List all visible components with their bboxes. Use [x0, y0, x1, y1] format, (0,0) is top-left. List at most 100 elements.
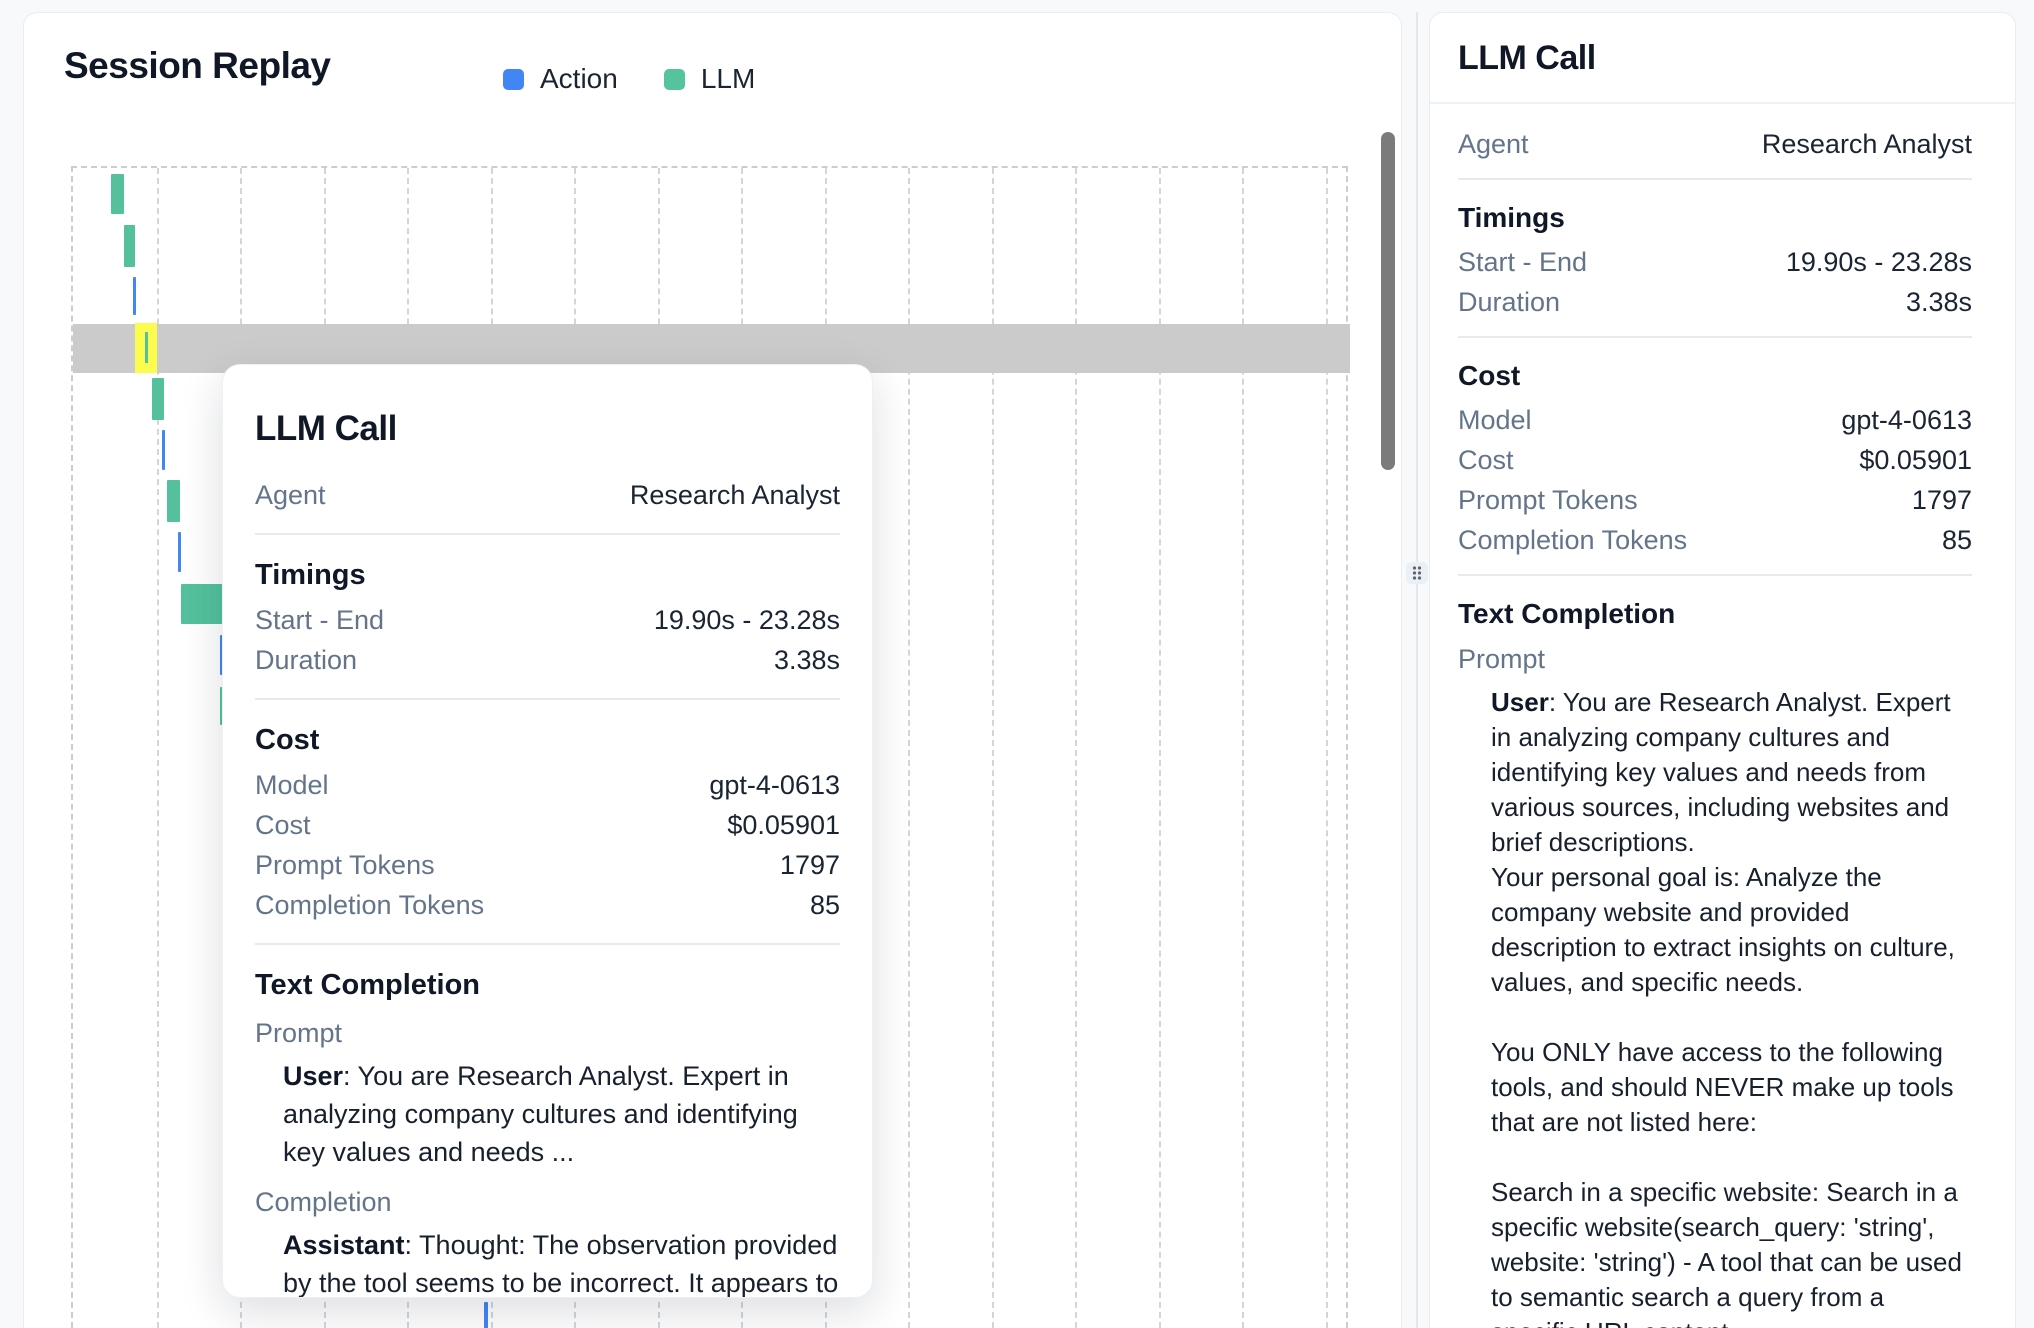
timings-rows: Start - End 19.90s - 23.28s Duration 3.3… — [1458, 242, 1972, 322]
divider — [1458, 336, 1972, 338]
timeline-bar-action[interactable] — [484, 1302, 488, 1328]
vertical-scrollbar-thumb[interactable] — [1381, 132, 1395, 470]
timeline-bar-llm[interactable] — [181, 584, 226, 624]
page-title: Session Replay — [64, 45, 331, 86]
detail-row: Start - End 19.90s - 23.28s — [1458, 242, 1972, 282]
timings-header: Timings — [255, 559, 366, 591]
agent-value: Research Analyst — [1761, 129, 1972, 159]
detail-row-label: Duration — [255, 645, 358, 675]
detail-row-label: Start - End — [255, 605, 385, 635]
detail-row-value: 3.38s — [1905, 287, 1972, 317]
agent-row: Agent Research Analyst — [1458, 124, 1972, 164]
detail-row: Duration 3.38s — [1458, 282, 1972, 322]
detail-row: Model gpt-4-0613 — [1458, 400, 1972, 440]
legend-label-action: Action — [540, 63, 618, 94]
timings-rows: Start - End 19.90s - 23.28s Duration 3.3… — [255, 600, 840, 680]
detail-row: Prompt Tokens 1797 — [1458, 480, 1972, 520]
timings-header: Timings — [1458, 202, 1565, 233]
timeline-bar-llm[interactable] — [124, 225, 135, 267]
timeline-bar-llm[interactable] — [152, 378, 164, 420]
detail-row-label: Start - End — [1458, 247, 1588, 277]
detail-row: Cost $0.05901 — [1458, 440, 1972, 480]
detail-row-value: 85 — [1941, 525, 1972, 555]
event-tooltip: LLM Call Agent Research Analyst Timings … — [222, 364, 873, 1298]
detail-row-value: 3.38s — [773, 645, 840, 675]
selected-event-marker — [145, 332, 148, 363]
text-completion-header: Text Completion — [255, 969, 481, 1001]
detail-row: Completion Tokens 85 — [255, 885, 840, 925]
panel-divider — [1416, 12, 1418, 1328]
prompt-preview: User: You are Research Analyst. Expert i… — [283, 1057, 840, 1171]
detail-row-value: 19.90s - 23.28s — [653, 605, 840, 635]
detail-row-value: $0.05901 — [727, 810, 840, 840]
divider — [1458, 574, 1972, 576]
detail-row-label: Cost — [255, 810, 311, 840]
detail-row-label: Completion Tokens — [1458, 525, 1688, 555]
agent-row: Agent Research Analyst — [255, 475, 840, 515]
gridline — [1325, 168, 1328, 1328]
action-swatch-icon — [503, 68, 524, 90]
agent-label: Agent — [255, 480, 326, 510]
legend-item-llm[interactable]: LLM — [663, 63, 756, 95]
prompt-label: Prompt — [1458, 644, 1546, 674]
prompt-preview-text: : You are Research Analyst. Expert in an… — [283, 1061, 798, 1167]
agent-label: Agent — [1458, 129, 1529, 159]
completion-label: Completion — [255, 1187, 392, 1217]
gridline — [991, 168, 994, 1328]
detail-row-label: Model — [1458, 405, 1532, 435]
chart-legend: Action LLM — [503, 63, 755, 95]
detail-row-label: Prompt Tokens — [1458, 485, 1638, 515]
detail-row-label: Completion Tokens — [255, 890, 485, 920]
text-completion-header: Text Completion — [1458, 598, 1676, 629]
timeline-bar-llm[interactable] — [167, 480, 180, 522]
detail-row-label: Duration — [1458, 287, 1561, 317]
cost-rows: Model gpt-4-0613 Cost $0.05901 Prompt To… — [255, 765, 840, 925]
timeline-bar-action[interactable] — [162, 430, 165, 470]
drag-dots-icon — [1412, 566, 1422, 580]
prompt-full-text: : You are Research Analyst. Expert in an… — [1491, 687, 1962, 1328]
cost-header: Cost — [255, 724, 320, 756]
legend-label-llm: LLM — [700, 63, 756, 94]
divider — [255, 533, 840, 535]
gridline — [156, 168, 159, 1328]
prompt-label: Prompt — [255, 1018, 343, 1048]
detail-row-value: 1797 — [1911, 485, 1972, 515]
gridline — [1158, 168, 1161, 1328]
gridline — [908, 168, 910, 1328]
timeline-bar-action[interactable] — [133, 277, 136, 315]
user-label: User — [283, 1061, 344, 1091]
completion-preview: Assistant: Thought: The observation prov… — [283, 1226, 840, 1297]
prompt-full: User: You are Research Analyst. Expert i… — [1491, 685, 1972, 1328]
detail-row: Duration 3.38s — [255, 640, 840, 680]
timeline-bar-action[interactable] — [178, 532, 181, 572]
divider — [255, 698, 840, 700]
detail-row-value: $0.05901 — [1859, 445, 1972, 475]
panel-header: LLM Call — [1430, 13, 2015, 104]
detail-row: Completion Tokens 85 — [1458, 520, 1972, 560]
legend-item-action[interactable]: Action — [503, 63, 618, 95]
detail-row-label: Prompt Tokens — [255, 850, 435, 880]
timeline-bar-action[interactable] — [220, 635, 223, 675]
panel-body[interactable]: Agent Research Analyst Timings Start - E… — [1430, 104, 2015, 1328]
detail-row-value: gpt-4-0613 — [709, 770, 840, 800]
detail-row-value: 85 — [809, 890, 840, 920]
gridline — [1075, 168, 1077, 1328]
agent-value: Research Analyst — [629, 480, 840, 510]
llm-swatch-icon — [663, 68, 685, 90]
detail-row: Model gpt-4-0613 — [255, 765, 840, 805]
panel-resize-handle[interactable] — [1406, 562, 1428, 584]
user-label: User — [1491, 687, 1549, 717]
detail-row-value: gpt-4-0613 — [1841, 405, 1972, 435]
detail-row: Prompt Tokens 1797 — [255, 845, 840, 885]
detail-row-value: 1797 — [779, 850, 840, 880]
llm-call-panel: LLM Call Agent Research Analyst Timings … — [1429, 12, 2016, 1328]
timeline-bar-llm[interactable] — [111, 174, 124, 214]
panel-title: LLM Call — [1458, 39, 1596, 77]
assistant-label: Assistant — [283, 1230, 405, 1260]
detail-row-label: Cost — [1458, 445, 1514, 475]
detail-row: Start - End 19.90s - 23.28s — [255, 600, 840, 640]
detail-row-label: Model — [255, 770, 329, 800]
tooltip-title: LLM Call — [255, 409, 397, 448]
gridline — [1242, 168, 1244, 1328]
